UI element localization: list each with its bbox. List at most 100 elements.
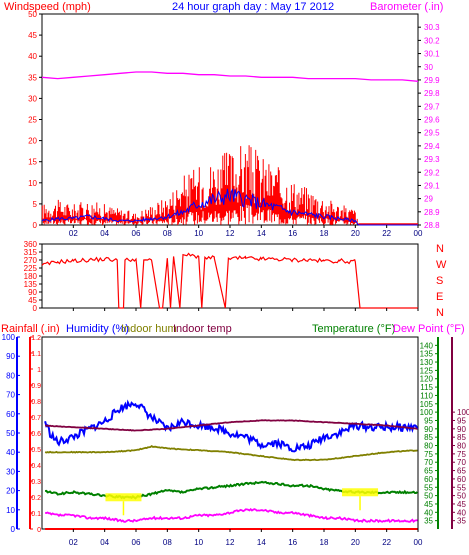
dew-y-tick-label: 50 bbox=[457, 492, 466, 501]
dir-y-tick-label: 360 bbox=[24, 240, 38, 249]
dew-point-line bbox=[44, 507, 418, 524]
dew-y-tick-label: 45 bbox=[457, 500, 466, 509]
indoor-hum-title: Indoor hum bbox=[121, 323, 177, 335]
dir-y-tick-label: 90 bbox=[28, 288, 37, 297]
humidity-y-tick-label: 80 bbox=[6, 371, 15, 380]
dew-y-tick-label: 75 bbox=[457, 450, 466, 459]
dew-y-tick-label: 85 bbox=[457, 433, 466, 442]
wind-y-tick-label: 25 bbox=[28, 116, 37, 125]
x-tick-label: 04 bbox=[100, 538, 109, 547]
compass-label: N bbox=[436, 243, 444, 255]
temp-y-tick-label: 135 bbox=[420, 350, 434, 359]
dir-y-tick-label: 315 bbox=[24, 248, 38, 257]
x-tick-label: 00 bbox=[414, 538, 423, 547]
x-tick-label: 06 bbox=[132, 229, 141, 238]
temp-low-marker bbox=[105, 493, 142, 502]
humidity-y-tick-label: 20 bbox=[6, 487, 15, 496]
x-tick-label: 08 bbox=[163, 229, 172, 238]
temp-y-tick-label: 130 bbox=[420, 358, 434, 367]
dew-y-tick-label: 80 bbox=[457, 442, 466, 451]
wind-y-tick-label: 50 bbox=[28, 10, 37, 19]
humidity-line bbox=[44, 399, 419, 453]
rain-y-tick-label: 0.4 bbox=[31, 463, 41, 470]
rain-y-tick-label: 0.7 bbox=[31, 415, 41, 422]
baro-y-tick-label: 28.8 bbox=[424, 221, 440, 230]
temp-y-tick-label: 55 bbox=[424, 483, 433, 492]
wind-direction-line bbox=[41, 252, 418, 309]
baro-y-tick-label: 30.1 bbox=[424, 50, 440, 59]
wind-y-tick-label: 10 bbox=[28, 179, 37, 188]
x-tick-label: 20 bbox=[351, 229, 360, 238]
x-tick-label: 16 bbox=[288, 538, 297, 547]
x-tick-label: 22 bbox=[382, 538, 391, 547]
dew-y-tick-label: 35 bbox=[457, 517, 466, 526]
temp-y-tick-label: 60 bbox=[424, 475, 433, 484]
temp-y-tick-label: 45 bbox=[424, 500, 433, 509]
humidity-y-tick-label: 60 bbox=[6, 410, 15, 419]
temp-y-tick-label: 75 bbox=[424, 450, 433, 459]
wind-average-line bbox=[41, 188, 418, 226]
temp-y-tick-label: 65 bbox=[424, 467, 433, 476]
baro-y-tick-label: 29.9 bbox=[424, 76, 440, 85]
temp-y-tick-label: 50 bbox=[424, 492, 433, 501]
x-tick-label: 14 bbox=[257, 229, 266, 238]
wind-y-tick-label: 5 bbox=[33, 200, 38, 209]
temp-high-marker bbox=[342, 488, 379, 497]
x-tick-label: 18 bbox=[320, 538, 329, 547]
x-tick-label: 16 bbox=[288, 229, 297, 238]
x-tick-label: 18 bbox=[320, 229, 329, 238]
temp-y-tick-label: 140 bbox=[420, 341, 434, 350]
humidity-y-tick-label: 90 bbox=[6, 352, 15, 361]
x-tick-label: 02 bbox=[69, 229, 78, 238]
rain-y-tick-label: 0.9 bbox=[31, 383, 41, 390]
dew-y-tick-label: 65 bbox=[457, 467, 466, 476]
humidity-y-tick-label: 10 bbox=[6, 506, 15, 515]
wind-panel-plot bbox=[41, 71, 419, 226]
compass-label: S bbox=[436, 275, 443, 287]
dew-y-tick-label: 40 bbox=[457, 508, 466, 517]
dir-y-tick-label: 180 bbox=[24, 272, 38, 281]
compass-label: W bbox=[436, 259, 447, 271]
temp-y-tick-label: 35 bbox=[424, 517, 433, 526]
baro-y-tick-label: 29 bbox=[424, 195, 433, 204]
wind-y-tick-label: 15 bbox=[28, 158, 37, 167]
x-tick-label: 04 bbox=[100, 229, 109, 238]
direction-panel-plot bbox=[41, 252, 418, 309]
temp-y-tick-label: 100 bbox=[420, 408, 434, 417]
temp-y-tick-label: 95 bbox=[424, 416, 433, 425]
compass-label: E bbox=[436, 291, 443, 303]
dir-y-tick-label: 225 bbox=[24, 264, 38, 273]
barometer-title: Barometer (.in) bbox=[370, 1, 443, 13]
x-tick-label: 10 bbox=[194, 229, 203, 238]
x-tick-label: 00 bbox=[414, 229, 423, 238]
temp-y-tick-label: 115 bbox=[420, 383, 433, 392]
baro-y-tick-label: 29.4 bbox=[424, 142, 440, 151]
temp-y-tick-label: 110 bbox=[420, 391, 433, 400]
humidity-y-tick-label: 70 bbox=[6, 391, 15, 400]
temp-y-tick-label: 40 bbox=[424, 508, 433, 517]
wind-y-tick-label: 45 bbox=[28, 31, 37, 40]
rain-y-tick-label: 1 bbox=[37, 367, 41, 374]
x-tick-label: 02 bbox=[69, 538, 78, 547]
humidity-y-tick-label: 30 bbox=[6, 467, 15, 476]
x-tick-label: 20 bbox=[351, 538, 360, 547]
x-tick-label: 12 bbox=[226, 229, 235, 238]
x-tick-label: 22 bbox=[382, 229, 391, 238]
indoor-temp-title: Indoor temp bbox=[173, 323, 232, 335]
wind-y-tick-label: 20 bbox=[28, 137, 37, 146]
rain-y-tick-label: 0.5 bbox=[31, 447, 41, 454]
humidity-title: Humidity (%) bbox=[66, 323, 129, 335]
humidity-y-tick-label: 100 bbox=[2, 333, 16, 342]
x-tick-label: 14 bbox=[257, 538, 266, 547]
humidity-y-tick-label: 50 bbox=[6, 429, 15, 438]
baro-y-tick-label: 30.3 bbox=[424, 23, 440, 32]
temp-y-tick-label: 90 bbox=[424, 425, 433, 434]
temp-y-tick-label: 105 bbox=[420, 400, 434, 409]
dew-y-tick-label: 60 bbox=[457, 475, 466, 484]
wind-title: Windspeed (mph) bbox=[4, 1, 91, 13]
dir-y-tick-label: 45 bbox=[28, 296, 37, 305]
rain-y-tick-label: 0.2 bbox=[31, 495, 41, 502]
temperature-title: Temperature (°F) bbox=[312, 323, 395, 335]
temp-y-tick-label: 85 bbox=[424, 433, 433, 442]
